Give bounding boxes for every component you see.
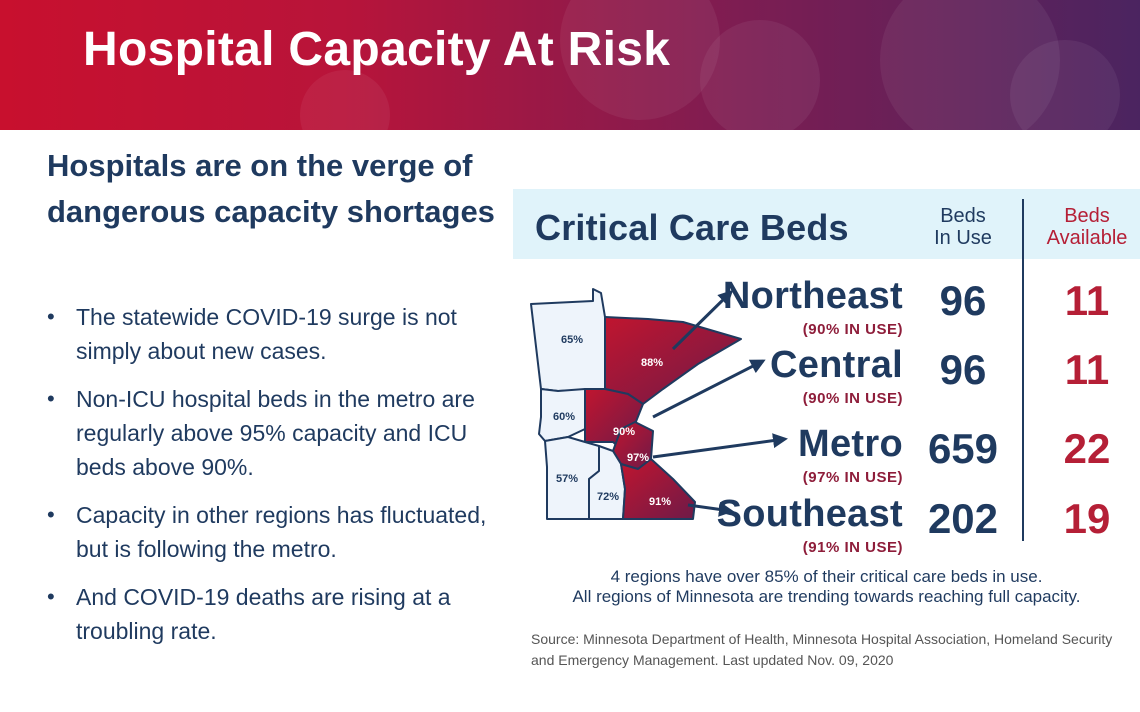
region-pct-label: (91% IN USE) (802, 539, 903, 556)
column-header-available: Beds Available (1027, 205, 1140, 249)
infographic-title: Critical Care Beds (535, 207, 849, 248)
region-pct-label: (97% IN USE) (802, 469, 903, 486)
summary-line: All regions of Minnesota are trending to… (572, 587, 1081, 606)
arrow-southeast (687, 501, 734, 517)
bullet-item: Non-ICU hospital beds in the metro are r… (47, 382, 487, 484)
map-label-southwest: 57% (556, 473, 578, 485)
column-divider (1022, 199, 1024, 541)
map-label-west-central: 60% (553, 411, 575, 423)
map-label-central: 90% (613, 426, 635, 438)
summary-text: 4 regions have over 85% of their critica… (513, 567, 1140, 607)
arrow-northeast (671, 289, 734, 351)
column-header-line: Available (1046, 227, 1128, 249)
source-note: Source: Minnesota Department of Health, … (531, 631, 1113, 668)
arrow-metro (652, 433, 788, 459)
map-label-south-central: 72% (597, 491, 619, 503)
beds-in-use-value: 659 (927, 425, 999, 472)
region-name: Northeast (722, 275, 903, 317)
region-name: Metro (798, 423, 903, 465)
beds-in-use-value: 96 (939, 277, 987, 324)
beds-available-value: 11 (1064, 346, 1110, 393)
region-name: Central (769, 344, 903, 386)
map-label-northeast: 88% (641, 357, 663, 369)
region-row-central: Central (90% IN USE) 96 11 (693, 344, 1140, 414)
map-label-northwest: 65% (561, 334, 583, 346)
column-header-line: Beds (940, 205, 986, 227)
arrow-central (652, 359, 766, 419)
bullet-item: The statewide COVID-19 surge is not simp… (47, 300, 487, 368)
map-label-metro: 97% (627, 452, 649, 464)
beds-in-use-value: 96 (939, 346, 987, 393)
summary-line: 4 regions have over 85% of their critica… (610, 567, 1043, 586)
title-banner: Hospital Capacity At Risk (0, 0, 1140, 130)
bullet-list: The statewide COVID-19 surge is not simp… (47, 300, 487, 662)
critical-care-infographic: Critical Care Beds Beds In Use Beds Avai… (513, 189, 1140, 679)
region-row-metro: Metro (97% IN USE) 659 22 (693, 423, 1140, 493)
bullet-item: Capacity in other regions has fluctuated… (47, 498, 487, 566)
column-header-line: In Use (934, 227, 992, 249)
bullet-item: And COVID-19 deaths are rising at a trou… (47, 580, 487, 648)
region-pct-label: (90% IN USE) (802, 390, 903, 407)
beds-in-use-value: 202 (927, 495, 999, 542)
map-label-southeast: 91% (649, 496, 671, 508)
column-header-line: Beds (1064, 205, 1110, 227)
region-row-northeast: Northeast (90% IN USE) 96 11 (693, 275, 1140, 345)
beds-available-value: 11 (1064, 277, 1110, 324)
column-header-in-use: Beds In Use (903, 205, 1023, 249)
region-row-southeast: Southeast (91% IN USE) 202 19 (693, 493, 1140, 563)
region-pct-label: (90% IN USE) (802, 321, 903, 338)
map-region-southeast (620, 458, 696, 520)
beds-available-value: 19 (1063, 495, 1111, 542)
minnesota-region-map: 65% 88% 60% 90% 97% 57% 72% 91% (530, 288, 788, 520)
page-title: Hospital Capacity At Risk (83, 23, 671, 76)
region-name: Southeast (716, 493, 903, 535)
beds-available-value: 22 (1063, 425, 1111, 472)
infographic-header: Critical Care Beds Beds In Use Beds Avai… (513, 189, 1140, 259)
headline: Hospitals are on the verge of dangerous … (47, 148, 495, 229)
